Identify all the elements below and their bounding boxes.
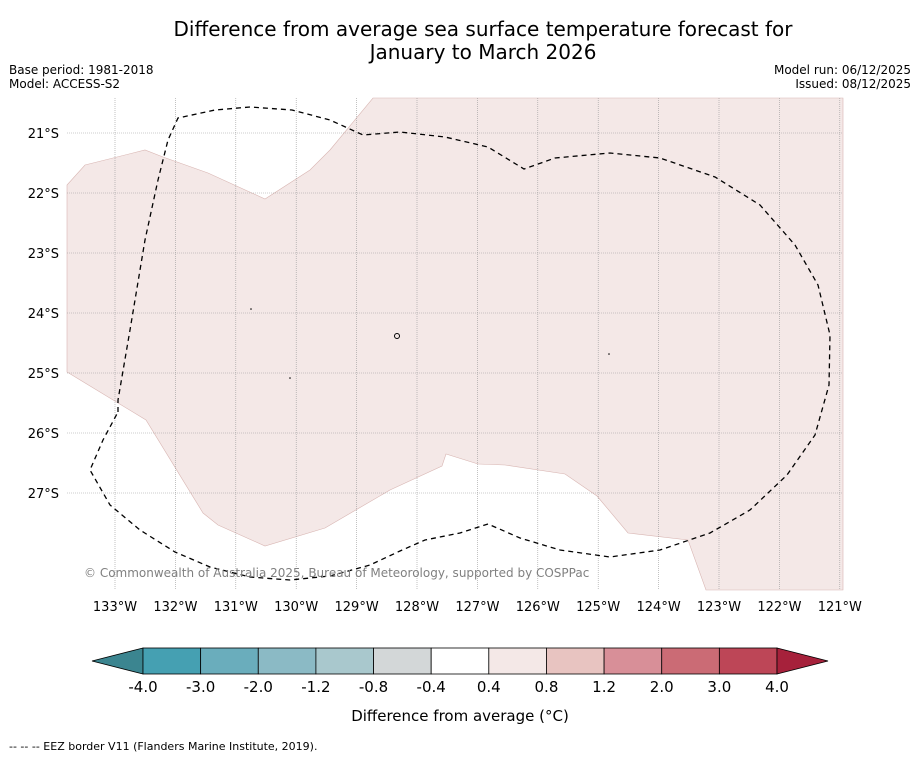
longitude-label: 130°W bbox=[274, 600, 318, 615]
colorbar-segment bbox=[315, 647, 374, 675]
colorbar-tick-label: -2.0 bbox=[244, 678, 273, 696]
right-metadata: Model run: 06/12/2025 Issued: 08/12/2025 bbox=[774, 63, 911, 91]
longitude-label: 125°W bbox=[576, 600, 620, 615]
latitude-label: 21°S bbox=[28, 127, 59, 142]
colorbar-tick-labels: -4.0 -3.0 -2.0 -1.2 -0.8 -0.4 0.4 0.8 1.2 2.0 3.0 4… bbox=[128, 678, 789, 696]
colorbar-tick-label: -0.8 bbox=[359, 678, 388, 696]
left-metadata: Base period: 1981-2018 Model: ACCESS-S2 bbox=[9, 63, 154, 91]
longitude-label: 123°W bbox=[697, 600, 741, 615]
colorbar-tick-label: 0.4 bbox=[477, 678, 501, 696]
colorbar-segment bbox=[373, 647, 432, 675]
model-run: Model run: 06/12/2025 bbox=[773, 63, 911, 77]
colorbar-segment bbox=[200, 647, 259, 675]
longitude-label: 129°W bbox=[335, 600, 379, 615]
colorbar-segment bbox=[603, 647, 663, 675]
longitude-labels: 133°W 132°W 131°W 130°W 129°W 128°W 127°W 126°W… bbox=[93, 600, 862, 615]
colorbar-label: Difference from average (°C) bbox=[351, 707, 569, 725]
colorbar-tick-label: 0.8 bbox=[535, 678, 559, 696]
colorbar-segment bbox=[430, 647, 490, 675]
anomaly-region bbox=[66, 97, 844, 591]
latitude-label: 23°S bbox=[28, 247, 59, 262]
colorbar-segment bbox=[661, 647, 720, 675]
longitude-label: 127°W bbox=[455, 600, 499, 615]
colorbar bbox=[91, 647, 829, 675]
longitude-label: 124°W bbox=[637, 600, 681, 615]
base-period: Base period: 1981-2018 bbox=[9, 63, 154, 77]
longitude-label: 132°W bbox=[153, 600, 197, 615]
title-line-2: January to March 2026 bbox=[369, 40, 597, 64]
colorbar-tick-label: -3.0 bbox=[186, 678, 215, 696]
colorbar-segment bbox=[142, 647, 202, 675]
latitude-label: 25°S bbox=[28, 367, 59, 382]
island bbox=[608, 353, 610, 355]
colorbar-extend-low bbox=[91, 647, 144, 675]
colorbar-tick-label: -0.4 bbox=[417, 678, 446, 696]
colorbar-segment bbox=[488, 647, 547, 675]
colorbar-tick-label: 4.0 bbox=[765, 678, 789, 696]
colorbar-tick-label: 1.2 bbox=[592, 678, 616, 696]
colorbar-segment bbox=[718, 647, 778, 675]
island bbox=[250, 308, 252, 310]
title-line-1: Difference from average sea surface temp… bbox=[173, 17, 793, 41]
footnote: -- -- -- EEZ border V11 (Flanders Marine… bbox=[9, 740, 318, 753]
longitude-label: 133°W bbox=[93, 600, 137, 615]
gridlines bbox=[67, 98, 843, 590]
longitude-label: 126°W bbox=[516, 600, 560, 615]
latitude-labels: 21°S 22°S 23°S 24°S 25°S 26°S 27°S bbox=[28, 127, 59, 502]
colorbar-segment bbox=[257, 647, 317, 675]
colorbar-tick-label: 2.0 bbox=[650, 678, 674, 696]
latitude-label: 22°S bbox=[28, 187, 59, 202]
latitude-label: 24°S bbox=[28, 307, 59, 322]
colorbar-tick-label: -4.0 bbox=[128, 678, 157, 696]
chart-title: Difference from average sea surface temp… bbox=[0, 18, 919, 64]
latitude-label: 26°S bbox=[28, 427, 59, 442]
issued-date: Issued: 08/12/2025 bbox=[795, 77, 911, 91]
longitude-label: 128°W bbox=[395, 600, 439, 615]
island bbox=[394, 333, 400, 339]
colorbar-segment bbox=[546, 647, 605, 675]
longitude-label: 121°W bbox=[818, 600, 862, 615]
colorbar-tick-label: 3.0 bbox=[707, 678, 731, 696]
longitude-label: 131°W bbox=[214, 600, 258, 615]
colorbar-tick-label: -1.2 bbox=[301, 678, 330, 696]
colorbar-extend-high bbox=[776, 647, 829, 675]
copyright-text: © Commonwealth of Australia 2025, Bureau… bbox=[84, 566, 589, 580]
latitude-label: 27°S bbox=[28, 487, 59, 502]
island bbox=[289, 377, 291, 379]
longitude-label: 122°W bbox=[757, 600, 801, 615]
model-name: Model: ACCESS-S2 bbox=[9, 77, 121, 91]
